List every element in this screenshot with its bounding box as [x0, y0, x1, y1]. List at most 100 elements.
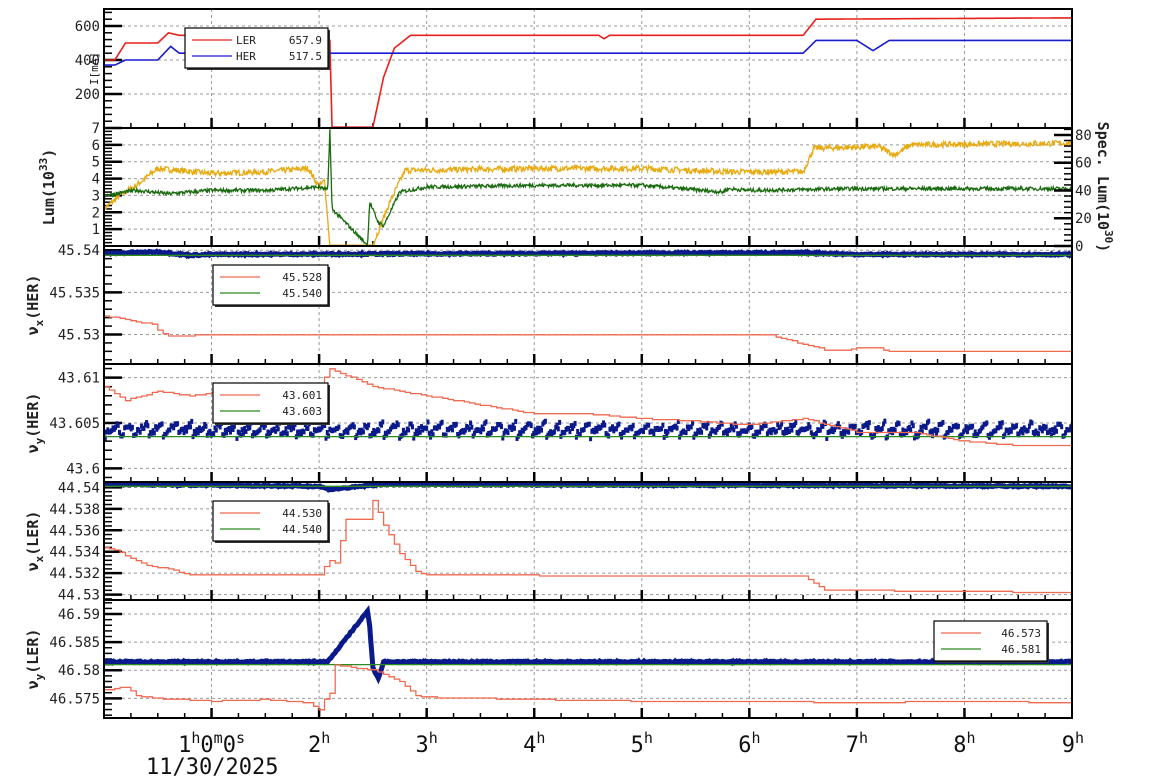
data-point [676, 419, 680, 425]
data-point [320, 424, 324, 430]
legend-value: 46.573 [1001, 627, 1041, 640]
x-tick-label: 1h0m0s [178, 729, 245, 758]
data-point [987, 434, 991, 440]
data-point [536, 425, 540, 431]
data-point [128, 423, 132, 429]
measured-trace [104, 248, 1072, 260]
y-tick-label: 44.54 [58, 480, 100, 496]
data-point [706, 420, 710, 426]
data-point [901, 427, 905, 433]
y-tick-label: 46.585 [49, 635, 100, 651]
data-point [911, 423, 915, 429]
x-tick-label: 3h [416, 729, 438, 758]
x-tick-label: 4h [523, 729, 545, 758]
data-point [187, 421, 191, 427]
data-point [500, 424, 504, 430]
data-point [758, 429, 762, 435]
data-point [514, 418, 518, 424]
data-point [431, 432, 435, 438]
data-point [1021, 430, 1025, 436]
data-point [214, 427, 218, 433]
data-point [660, 426, 664, 432]
data-point [972, 433, 976, 439]
data-point [225, 430, 229, 436]
data-point [944, 433, 948, 439]
data-point [266, 429, 270, 435]
data-point [709, 431, 713, 437]
data-point [946, 429, 950, 435]
data-point [228, 429, 232, 435]
data-point [183, 425, 187, 431]
data-point [661, 422, 665, 428]
panel-nu_y_HER: 43.6 43.605 43.61 νy(HER) 43.601 43.603 [24, 363, 1073, 483]
data-point [276, 426, 280, 432]
data-point [511, 422, 515, 428]
data-point [241, 430, 245, 436]
data-point [999, 424, 1003, 430]
data-point [1049, 432, 1053, 438]
data-point [195, 427, 199, 433]
data-point [990, 432, 994, 438]
data-point [358, 427, 362, 433]
data-point [134, 432, 138, 438]
data-point [463, 427, 467, 433]
y-tick-label: 43.605 [49, 416, 100, 432]
data-point [618, 431, 622, 437]
legend-value: 517.5 [289, 50, 322, 63]
data-point [484, 419, 488, 425]
data-point [794, 419, 798, 425]
data-point [814, 430, 818, 436]
legend-series-name: HER [236, 50, 256, 63]
data-point [444, 432, 448, 438]
data-point [529, 423, 533, 429]
data-point [285, 431, 289, 437]
data-point [555, 422, 559, 428]
data-point [1000, 420, 1004, 426]
data-point [768, 427, 772, 433]
data-point [481, 426, 485, 432]
data-point [284, 426, 288, 432]
data-point [543, 418, 547, 424]
data-point [311, 432, 315, 438]
data-point [732, 427, 736, 433]
data-point [121, 432, 125, 438]
data-point [867, 420, 871, 426]
data-point [592, 429, 596, 435]
data-point [691, 420, 695, 426]
data-point [367, 422, 371, 428]
data-point [540, 427, 544, 433]
data-point [919, 424, 923, 430]
data-point [897, 421, 901, 427]
legend: 46.573 46.581 [933, 620, 1049, 663]
data-point [913, 435, 917, 441]
data-point [142, 425, 146, 431]
y-axis-label: νx(LER) [24, 511, 46, 572]
y-right-tick-label: 20 [1075, 211, 1092, 227]
data-point [412, 435, 416, 441]
data-point [185, 428, 189, 434]
y-tick-label: 43.61 [58, 371, 100, 387]
data-point [808, 424, 812, 430]
legend-value: 43.603 [282, 405, 322, 418]
data-point [847, 429, 851, 435]
data-point [190, 418, 194, 424]
data-point [201, 425, 205, 431]
y-tick-label: 6 [92, 138, 100, 154]
data-point [407, 427, 411, 433]
data-point [494, 426, 498, 432]
data-point [365, 425, 369, 431]
y-right-tick-label: 80 [1075, 128, 1092, 144]
data-point [244, 428, 248, 434]
data-point [662, 434, 666, 440]
data-point [1020, 426, 1024, 432]
data-point [611, 424, 615, 430]
series-group [104, 129, 1072, 246]
data-point [410, 424, 414, 430]
data-point [104, 435, 107, 441]
data-point [116, 422, 120, 428]
data-point [457, 433, 461, 439]
legend-box [212, 264, 329, 306]
data-point [394, 424, 398, 430]
legend-value: 45.540 [282, 287, 322, 300]
data-point [361, 429, 365, 435]
